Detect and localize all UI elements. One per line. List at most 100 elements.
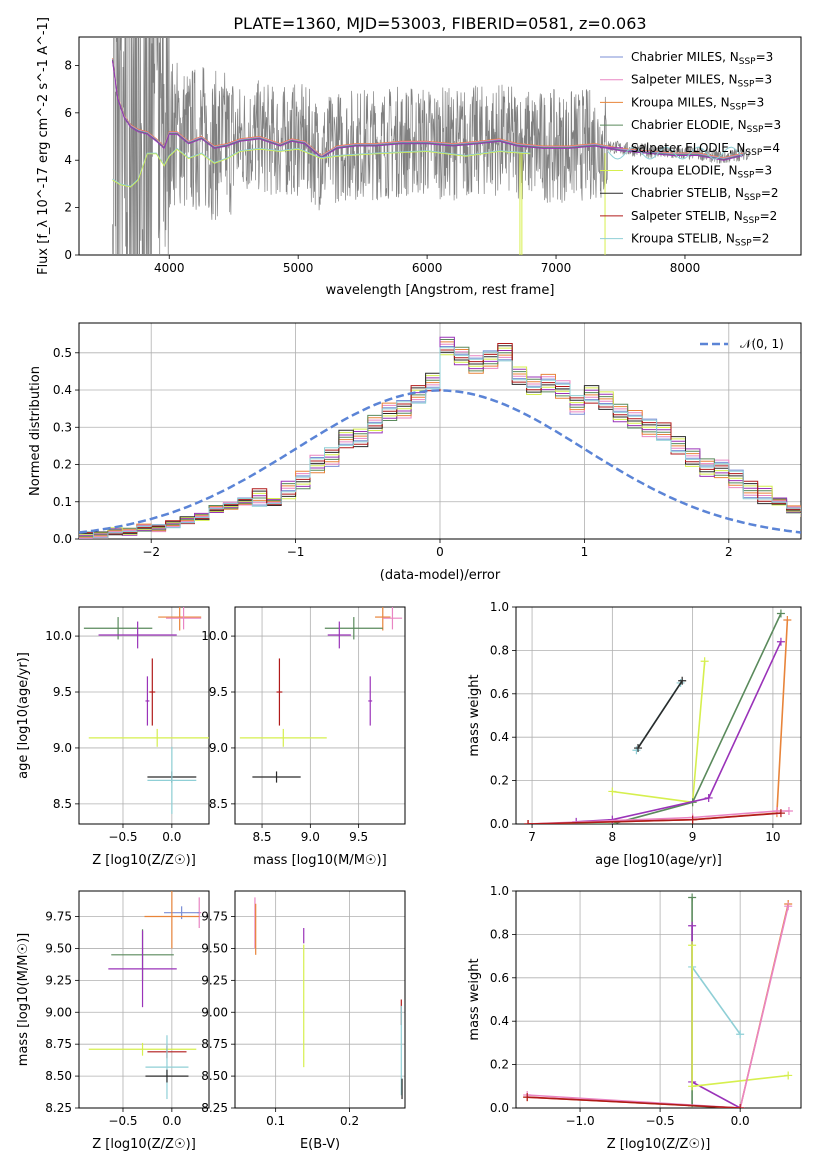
y-tick-label: 8.25 [201,1101,228,1115]
y-tick-label: 8.50 [201,1069,228,1083]
histogram-6 [79,345,801,536]
y-tick-label: 0.2 [490,774,509,788]
weight-marker [736,1104,745,1108]
weight-marker [523,1093,532,1102]
weight-line-8 [691,966,741,1035]
y-tick-label: 0.4 [490,730,509,744]
x-axis-label: Z [log10(Z/Z☉)] [92,1137,196,1152]
weight-marker [784,1071,793,1080]
y-tick-label: 9.25 [45,973,72,987]
residuals-panel: −2 −1 0 1 2 0.0 0.1 0.2 0.3 0.4 0.5 𝒩(0, 1) (data-mo… [28,322,802,583]
y-tick-label: 10.0 [45,629,72,643]
y-tick-label: 0.0 [53,532,72,546]
y-tick-label: 8.50 [45,1069,72,1083]
y-tick-label: 4 [64,153,72,167]
weight-marker [736,1030,745,1039]
histogram-5 [79,347,801,535]
weight-line-3 [528,613,782,824]
x-tick-label: 0 [436,545,444,559]
normal-curve [79,389,801,534]
weight-line-1 [527,906,789,1108]
axes-frame [234,890,406,1109]
x-tick-label: 7000 [541,261,572,275]
weight-vs-z-plot-area [523,893,793,1108]
histogram-7 [79,343,801,539]
x-tick-label: 0.0 [731,1114,750,1128]
y-axis-label: Normed distribution [28,366,43,496]
legend-label: Chabrier ELODIE, NSSP=3 [631,118,781,135]
weight-marker [704,793,713,802]
x-tick-label: 0.0 [162,830,181,844]
x-axis-label: E(B-V) [300,1137,340,1152]
x-tick-label: 9 [689,830,697,844]
weight-marker [784,806,793,815]
x-tick-label: 8 [609,830,617,844]
x-tick-label: 10 [765,830,780,844]
weight-marker [524,820,533,824]
model-curve-extension [607,146,743,160]
axes-frame [78,890,210,1109]
y-tick-label: 9.50 [201,941,228,955]
y-tick-label: 8.5 [53,797,72,811]
x-tick-label: −2 [142,545,160,559]
y-tick-label: 0.6 [490,687,509,701]
weight-marker [776,809,785,818]
weight-line-4 [691,925,741,1108]
spectrum-legend: Chabrier MILES, NSSP=3 Salpeter MILES, NS… [600,50,781,249]
axes-frame [234,606,406,825]
y-tick-label: 0.5 [53,346,72,360]
x-tick-label: −0.5 [646,1114,675,1128]
mass-vs-ebv-panel: 0.1 0.2 8.25 8.50 8.75 9.00 9.25 9.50 9.75 E(B-V) [201,890,406,1152]
y-axis-label: age [log10(age/yr)] [16,652,31,779]
legend-label: Salpeter ELODIE, NSSP=4 [631,141,780,158]
x-tick-label: 8.5 [252,830,271,844]
x-tick-label: 0.1 [266,1114,285,1128]
y-tick-label: 8.75 [201,1037,228,1051]
y-tick-label: 0.6 [490,971,509,985]
legend-label: Chabrier STELIB, NSSP=2 [631,186,779,203]
weight-marker [688,1082,697,1091]
y-tick-label: 2 [64,201,72,215]
weight-marker [678,676,687,685]
weight-vs-age-panel: 7 8 9 10 0.0 0.2 0.4 0.6 0.8 1.0 age [log10(age/yr… [467,600,802,868]
weight-line-3 [691,897,741,1108]
x-tick-label: 9.0 [301,830,320,844]
x-tick-label: 4000 [154,261,185,275]
y-tick-label: 0 [64,248,72,262]
y-tick-label: 0.2 [490,1058,509,1072]
age-vs-mass-plot-area [239,607,403,783]
weight-vs-z-panel: −1.0 −0.5 0.0 0.0 0.2 0.4 0.6 0.8 1.0 Z [log10(Z/… [467,884,802,1152]
mass-vs-z-plot-area [88,891,202,1100]
axes-frame [515,890,802,1109]
y-tick-label: 9.25 [201,973,228,987]
legend-label: Salpeter STELIB, NSSP=2 [631,209,777,226]
histogram-3 [79,339,801,537]
mass-vs-z-panel: −0.5 0.0 8.25 8.50 8.75 9.00 9.25 9.50 9.75 Z [lo… [16,890,210,1152]
weight-vs-age-plot-area [524,609,793,824]
y-axis-label: mass [log10(M/M☉)] [16,933,31,1066]
weight-marker [783,616,792,625]
weight-line-6 [637,680,683,749]
y-axis-label: mass weight [467,674,482,756]
weight-marker [688,921,697,930]
y-tick-label: 6 [64,106,72,120]
page-title: PLATE=1360, MJD=53003, FIBERID=0581, z=0… [233,14,646,33]
y-tick-label: 9.00 [45,1005,72,1019]
legend-label: Chabrier MILES, NSSP=3 [631,50,773,67]
x-tick-label: 2 [725,545,733,559]
weight-line-4 [576,641,782,823]
y-tick-label: 9.75 [201,910,228,924]
y-tick-label: 0.0 [490,817,509,831]
y-tick-label: 0.3 [53,420,72,434]
model-curve-4 [112,60,744,161]
x-axis-label: Z [log10(Z/Z☉)] [92,853,196,868]
x-axis-label: mass [log10(M/M☉)] [253,853,386,868]
legend-label: Salpeter MILES, NSSP=3 [631,73,772,90]
y-tick-label: 9.0 [53,741,72,755]
x-axis-label: Z [log10(Z/Z☉)] [607,1137,711,1152]
y-tick-label: 9.00 [201,1005,228,1019]
age-vs-z-panel: −0.5 0.0 8.5 9.0 9.5 10.0 Z [log10(Z/Z☉)] age [… [16,606,210,868]
y-tick-label: 0.4 [490,1014,509,1028]
y-axis-label: mass weight [467,958,482,1040]
